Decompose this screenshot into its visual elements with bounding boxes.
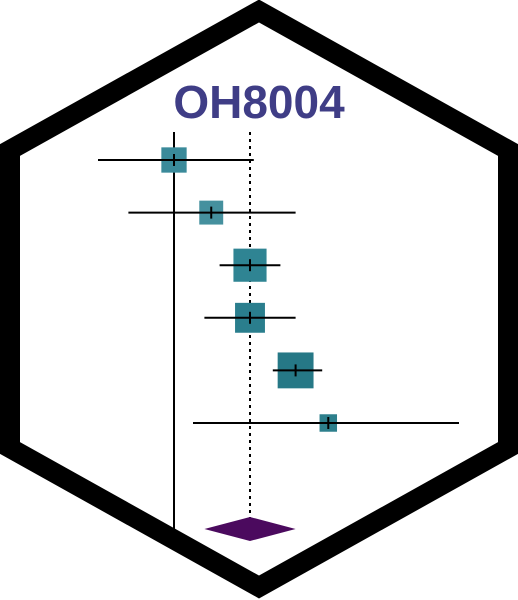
forest-plot [98, 132, 459, 541]
pooled-estimate-diamond [204, 517, 296, 541]
logo-title: OH8004 [173, 76, 345, 128]
